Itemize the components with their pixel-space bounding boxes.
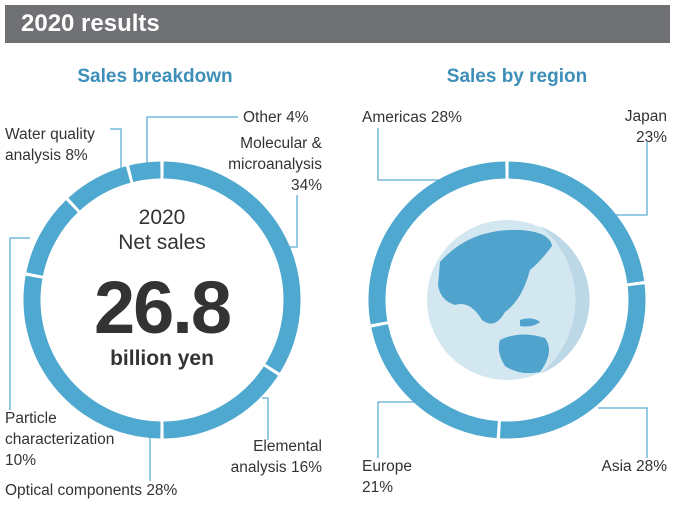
donut-segment [508,161,645,284]
globe [427,220,590,380]
segment-label: Asia 28% [600,456,668,477]
leader-line [290,195,298,248]
donut-segment [371,324,499,439]
globe-land [438,229,552,324]
globe-land [498,334,549,374]
donut-segment [23,275,161,439]
segment-label: Elemental analysis 16% [220,436,322,478]
segment-name: Optical components [5,482,142,499]
segment-label: Water quality analysis 8% [5,124,120,166]
leader-line [612,142,648,216]
leader-line [262,397,269,440]
donut-segment [368,161,506,325]
segment-name: Particle characterization [5,410,115,448]
segment-name: Japan [624,108,667,125]
segment-value: 34% [290,177,322,194]
segment-value: 10% [5,452,37,469]
segment-name: Molecular & microanalysis [228,135,322,173]
segment-value: 28% [146,482,178,499]
segment-value: 21% [362,479,394,496]
segment-name: Other [243,109,282,126]
donut-segment [26,200,78,277]
leader-line [146,116,238,166]
center-caption: Net sales [118,231,206,254]
segment-label: Europe 21% [362,456,429,498]
chart-title: Sales by region [446,66,588,87]
segment-name: Elemental analysis [230,438,322,476]
segment-name: Europe [362,458,412,475]
segment-value: 28% [430,109,462,126]
center-year: 2020 [138,206,186,229]
segment-name: Asia [601,458,632,475]
segment-value: 4% [286,109,309,126]
segment-label: Particle characterization 10% [5,408,140,471]
segment-value: 23% [635,129,667,146]
donut-segment [163,366,279,439]
donut-segment [163,161,301,373]
leader-lines [9,116,648,481]
segment-name: Americas [362,109,427,126]
segment-label: Optical components 28% [5,480,235,501]
header-title: 2020 results [5,5,670,43]
leader-line [9,237,30,410]
segment-value: 16% [290,459,322,476]
donut-segment [129,161,161,183]
leader-line [598,407,648,458]
segment-label: Japan 23% [600,106,667,148]
leader-line [377,128,442,181]
globe-shade [540,226,590,374]
segment-label: Other 4% [243,107,333,128]
center-unit: billion yen [110,347,214,370]
chart-title: Sales breakdown [77,66,233,87]
segment-label: Americas 28% [362,107,492,128]
segment-value: 28% [635,458,667,475]
donut-segment [68,166,131,211]
segment-name: Water quality analysis [5,126,95,164]
globe-land [520,318,540,327]
center-value: 26.8 [93,266,232,349]
segment-value: 8% [65,147,88,164]
leader-line [110,128,122,172]
donut-segment [499,284,646,439]
segment-label: Molecular & microanalysis 34% [208,133,322,196]
